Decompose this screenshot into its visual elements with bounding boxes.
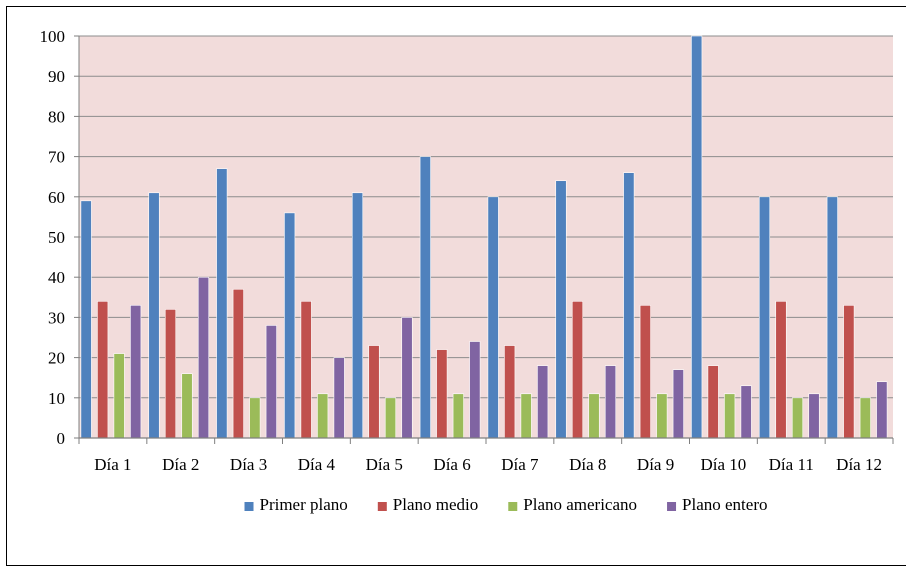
bar [97,301,109,439]
legend-label: Primer plano [260,495,348,514]
bar [249,397,261,439]
bar [113,353,125,439]
bar [555,180,567,439]
bar [216,168,228,439]
y-tick-label: 20 [48,349,65,368]
bar [148,192,160,439]
y-tick-label: 0 [57,429,66,448]
legend-item: Plano medio [377,495,478,514]
gridlines [74,35,893,439]
bar [333,357,345,439]
x-axis-tick-labels: Día 1 Día 2 Día 3 Día 4 Día 5 Día 6 Día 7 Día 8… [94,455,882,474]
x-tick-label: Día 9 [637,455,674,474]
x-tick-label: Día 4 [298,455,336,474]
bar [588,393,600,439]
bar [368,345,380,439]
legend-label: Plano entero [682,495,767,514]
bar [537,365,549,439]
x-tick-label: Día 12 [836,455,882,474]
x-tick-label: Día 10 [701,455,747,474]
bar [740,385,752,439]
bar [80,200,92,439]
x-tick-label: Día 5 [366,455,403,474]
bar [724,393,736,439]
y-tick-label: 40 [48,268,65,287]
bar [164,309,177,439]
bar [859,397,871,439]
x-tick-label: Día 8 [569,455,606,474]
y-tick-label: 90 [48,67,65,86]
bar [130,305,142,439]
y-tick-label: 50 [48,228,65,247]
bar [469,341,481,439]
bar [843,305,855,439]
bar [504,345,516,439]
legend-label: Plano americano [523,495,637,514]
bar [808,393,820,439]
bar [384,397,397,439]
y-tick-label: 70 [48,148,65,167]
bar [300,301,312,439]
legend-swatch [244,502,254,511]
y-tick-label: 30 [48,308,65,327]
x-tick-label: Día 1 [94,455,131,474]
bar [571,301,584,439]
bar [623,172,635,439]
bar [775,301,787,439]
x-tick-label: Día 3 [230,455,267,474]
series-1 [97,288,855,439]
y-tick-label: 10 [48,389,65,408]
legend-item: Primer plano [244,495,348,514]
bar [351,192,364,439]
bars [80,35,888,439]
bar [876,381,888,439]
bar [197,276,210,439]
bar [232,288,244,439]
bar [520,393,532,439]
legend-label: Plano medio [393,495,478,514]
bar [672,369,684,439]
legend: Primer plano Plano medio Plano americano Pl… [244,495,767,514]
series-3 [130,276,888,439]
x-tick-label: Día 2 [162,455,199,474]
bar [284,212,296,439]
x-tick-label: Día 11 [769,455,814,474]
legend-swatch [508,502,518,511]
series-0 [80,35,838,439]
bar [791,397,804,439]
axes [78,36,894,444]
x-tick-label: Día 6 [433,455,470,474]
bar [419,156,431,439]
bar [265,325,277,439]
legend-item: Plano americano [508,495,637,514]
bar [317,393,329,439]
legend-item: Plano entero [667,495,767,514]
y-tick-label: 80 [48,107,65,126]
bar [487,196,499,439]
bar [639,305,651,439]
bar [758,196,771,439]
bar [436,349,448,439]
legend-swatch [377,502,387,511]
bar [826,196,838,439]
bar [707,365,719,439]
bar [656,393,668,439]
bar [401,317,413,439]
legend-swatch [667,502,677,511]
y-tick-label: 60 [48,188,65,207]
y-tick-label: 100 [40,27,66,46]
bar [604,365,617,439]
x-tick-label: Día 7 [501,455,539,474]
bar [691,35,703,439]
y-axis-tick-labels: 0 10 20 30 40 50 60 70 80 90 100 [40,27,66,448]
bar [452,393,464,439]
bar [181,373,193,439]
